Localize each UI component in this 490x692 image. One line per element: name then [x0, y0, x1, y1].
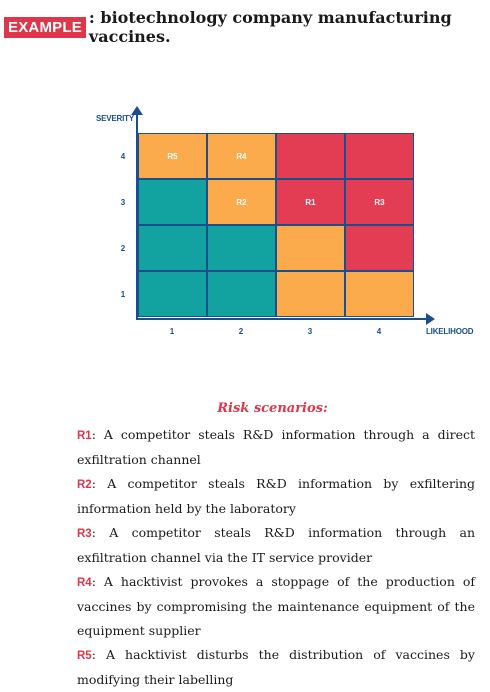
y-axis-line — [136, 112, 138, 320]
scenario-text: : A hacktivist provokes a stoppage of th… — [77, 574, 475, 638]
y-tick: 3 — [120, 198, 126, 207]
scenario-id: R5 — [77, 650, 92, 662]
matrix-cell — [276, 133, 345, 179]
y-tick: 4 — [120, 152, 126, 161]
matrix-cell — [207, 225, 276, 271]
matrix-cell — [345, 133, 414, 179]
matrix-cell: R4 — [207, 133, 276, 179]
matrix-cell: R1 — [276, 179, 345, 225]
matrix-cell — [138, 225, 207, 271]
x-tick: 4 — [376, 327, 382, 336]
scenario-item: R1: A competitor steals R&D information … — [77, 423, 475, 472]
y-tick: 2 — [120, 244, 126, 253]
scenario-id: R4 — [77, 577, 92, 589]
arrow-up-icon — [131, 106, 143, 115]
scenario-text: : A competitor steals R&D information by… — [77, 476, 475, 516]
scenario-item: R5: A hacktivist disturbs the distributi… — [77, 643, 475, 692]
scenario-item: R3: A competitor steals R&D information … — [77, 521, 475, 570]
scenario-text: : A hacktivist disturbs the distribution… — [77, 647, 475, 687]
scenario-id: R1 — [77, 430, 92, 442]
matrix-cell — [345, 271, 414, 317]
y-tick: 1 — [120, 290, 126, 299]
scenario-id: R3 — [77, 528, 92, 540]
header: EXAMPLE : biotechnology company manufact… — [4, 8, 490, 46]
matrix-cell: R5 — [138, 133, 207, 179]
matrix-cell — [276, 271, 345, 317]
x-tick: 2 — [238, 327, 244, 336]
scenario-text: : A competitor steals R&D information th… — [77, 427, 475, 467]
matrix-cell: R3 — [345, 179, 414, 225]
example-tag: EXAMPLE — [4, 16, 86, 38]
scenario-item: R2: A competitor steals R&D information … — [77, 472, 475, 521]
matrix-cell — [138, 179, 207, 225]
scenario-list: R1: A competitor steals R&D information … — [77, 423, 475, 692]
x-tick: 3 — [307, 327, 313, 336]
x-tick: 1 — [169, 327, 175, 336]
likelihood-axis-label: LIKELIHOOD — [426, 327, 474, 336]
scenarios-title: Risk scenarios: — [217, 401, 328, 416]
matrix-cell — [138, 271, 207, 317]
severity-axis-label: SEVERITY — [96, 114, 134, 123]
matrix-cell — [276, 225, 345, 271]
scenario-item: R4: A hacktivist provokes a stoppage of … — [77, 570, 475, 643]
matrix-grid: R5 R4 R2 R1 R3 — [138, 133, 414, 317]
scenario-id: R2 — [77, 479, 92, 491]
matrix-cell — [345, 225, 414, 271]
page-title: : biotechnology company manufacturing va… — [88, 8, 452, 46]
matrix-cell: R2 — [207, 179, 276, 225]
matrix-cell — [207, 271, 276, 317]
x-axis-line — [136, 318, 428, 320]
scenario-text: : A competitor steals R&D information th… — [77, 525, 475, 565]
arrow-right-icon — [426, 313, 435, 325]
